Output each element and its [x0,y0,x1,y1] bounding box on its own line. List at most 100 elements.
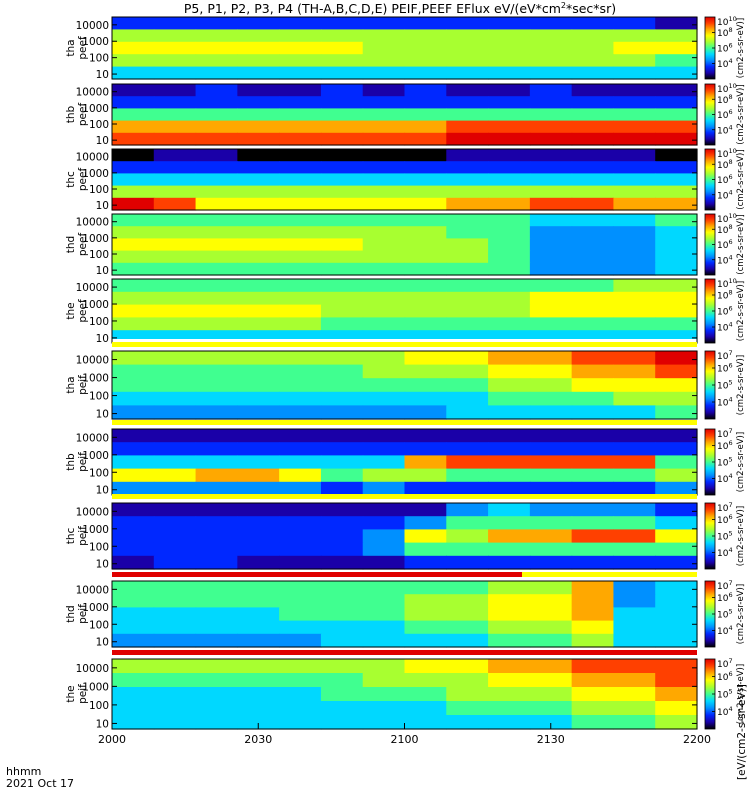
heatmap-cell [404,66,447,80]
heatmap-cell [488,173,531,187]
heatmap-cell [153,594,197,608]
heatmap-cell [446,351,489,366]
heatmap-cell [488,659,531,674]
colorbar-tick-label: 106 [717,439,733,452]
heatmap-cell [446,542,489,557]
heatmap-cell [362,405,406,420]
heatmap-cell [488,555,531,570]
heatmap-cell [571,317,615,331]
heatmap-cell [571,516,615,530]
heatmap-cell [237,620,280,635]
heatmap-cell [488,351,531,366]
colorbar-label: (cm2-s-sr-eV)] [736,664,746,724]
heatmap-cell [195,54,238,68]
heatmap-cell [320,161,364,174]
heatmap-cell [237,96,280,109]
heatmap-cell [404,620,447,635]
heatmap-cell [446,555,489,570]
heatmap-cell [488,214,531,227]
heatmap-cell [153,66,197,80]
heatmap-cell [404,442,447,456]
heatmap-cell [362,516,406,530]
heatmap-cell [571,503,615,517]
heatmap-cell [446,238,489,252]
heatmap-cell [279,279,322,293]
y-tick-label: 1000 [82,450,109,462]
heatmap-cell [195,481,238,496]
y-tick-label: 1000 [82,168,109,180]
heatmap-cell [446,17,489,30]
heatmap-cell [404,503,447,517]
heatmap-cell [112,673,155,688]
heatmap-cell [446,54,489,68]
heatmap-cell [488,161,531,174]
heatmap-cell [279,701,322,716]
quality-flag-bar [112,420,697,425]
heatmap-cell [279,555,322,570]
heatmap-cell [112,84,155,97]
heatmap-cell [237,715,280,730]
y-tick-label: 100 [89,391,109,403]
heatmap-cell [446,620,489,635]
y-tick-label: 10 [96,265,109,277]
y-axis: 10 100 1000 10000 [76,584,697,649]
heatmap-cell [112,120,155,134]
heatmap-cell [153,429,197,443]
heatmap-cell [112,173,155,187]
heatmap-cell [153,701,197,716]
x-tick-label: 2030 [244,733,272,746]
heatmap-cell [446,405,489,420]
heatmap-cell [529,41,573,55]
heatmap-cell [153,304,197,318]
heatmap-cell [613,96,656,109]
y-axis: 10 100 1000 10000 [76,20,697,81]
heatmap-cell [446,529,489,544]
heatmap-cell [529,529,573,544]
heatmap-cell [488,429,531,443]
heatmap-cell [112,279,155,293]
heatmap-cell [404,262,447,276]
heatmap-cell [571,29,615,43]
y-tick-label: 100 [89,619,109,631]
y-tick-label: 1000 [82,373,109,385]
heatmap-cell [488,108,531,122]
heatmap-cell [112,226,155,239]
panel-label-quantity: peef [77,36,89,60]
heatmap-cell [279,96,322,109]
heatmap-cell [404,161,447,174]
heatmap-cell [195,364,238,379]
heatmap-cell [404,185,447,199]
heatmap-cell [320,607,364,622]
heatmap-cell [529,391,573,406]
heatmap-cell [320,173,364,187]
heatmap-cell [529,120,573,134]
heatmap-cell [571,429,615,443]
heatmap-cell [529,66,573,80]
heatmap-cell [279,542,322,557]
heatmap-cell [320,304,364,318]
quality-flag-bar [112,572,697,577]
heatmap-cell [112,96,155,109]
heatmap-cell [279,317,322,331]
heatmap-cell [529,279,573,293]
heatmap-cell [237,250,280,264]
heatmap-cell [655,132,698,146]
heatmap-cell [112,351,155,366]
heatmap-cell [112,108,155,122]
heatmap-cell [446,96,489,109]
heatmap-cell [404,687,447,702]
heatmap-cell [571,17,615,30]
heatmap-cell [112,214,155,227]
panel-label-probe: thd [65,605,77,622]
heatmap-cell [655,620,698,635]
heatmap-cell [362,304,406,318]
colorbar-top-label: 1010 [717,277,737,290]
heatmap-cell [404,364,447,379]
heatmap-cell [320,66,364,80]
panel-label-quantity: peef [77,299,89,323]
heatmap-cell [237,132,280,146]
heatmap-cell [655,555,698,570]
heatmap-cell [404,41,447,55]
